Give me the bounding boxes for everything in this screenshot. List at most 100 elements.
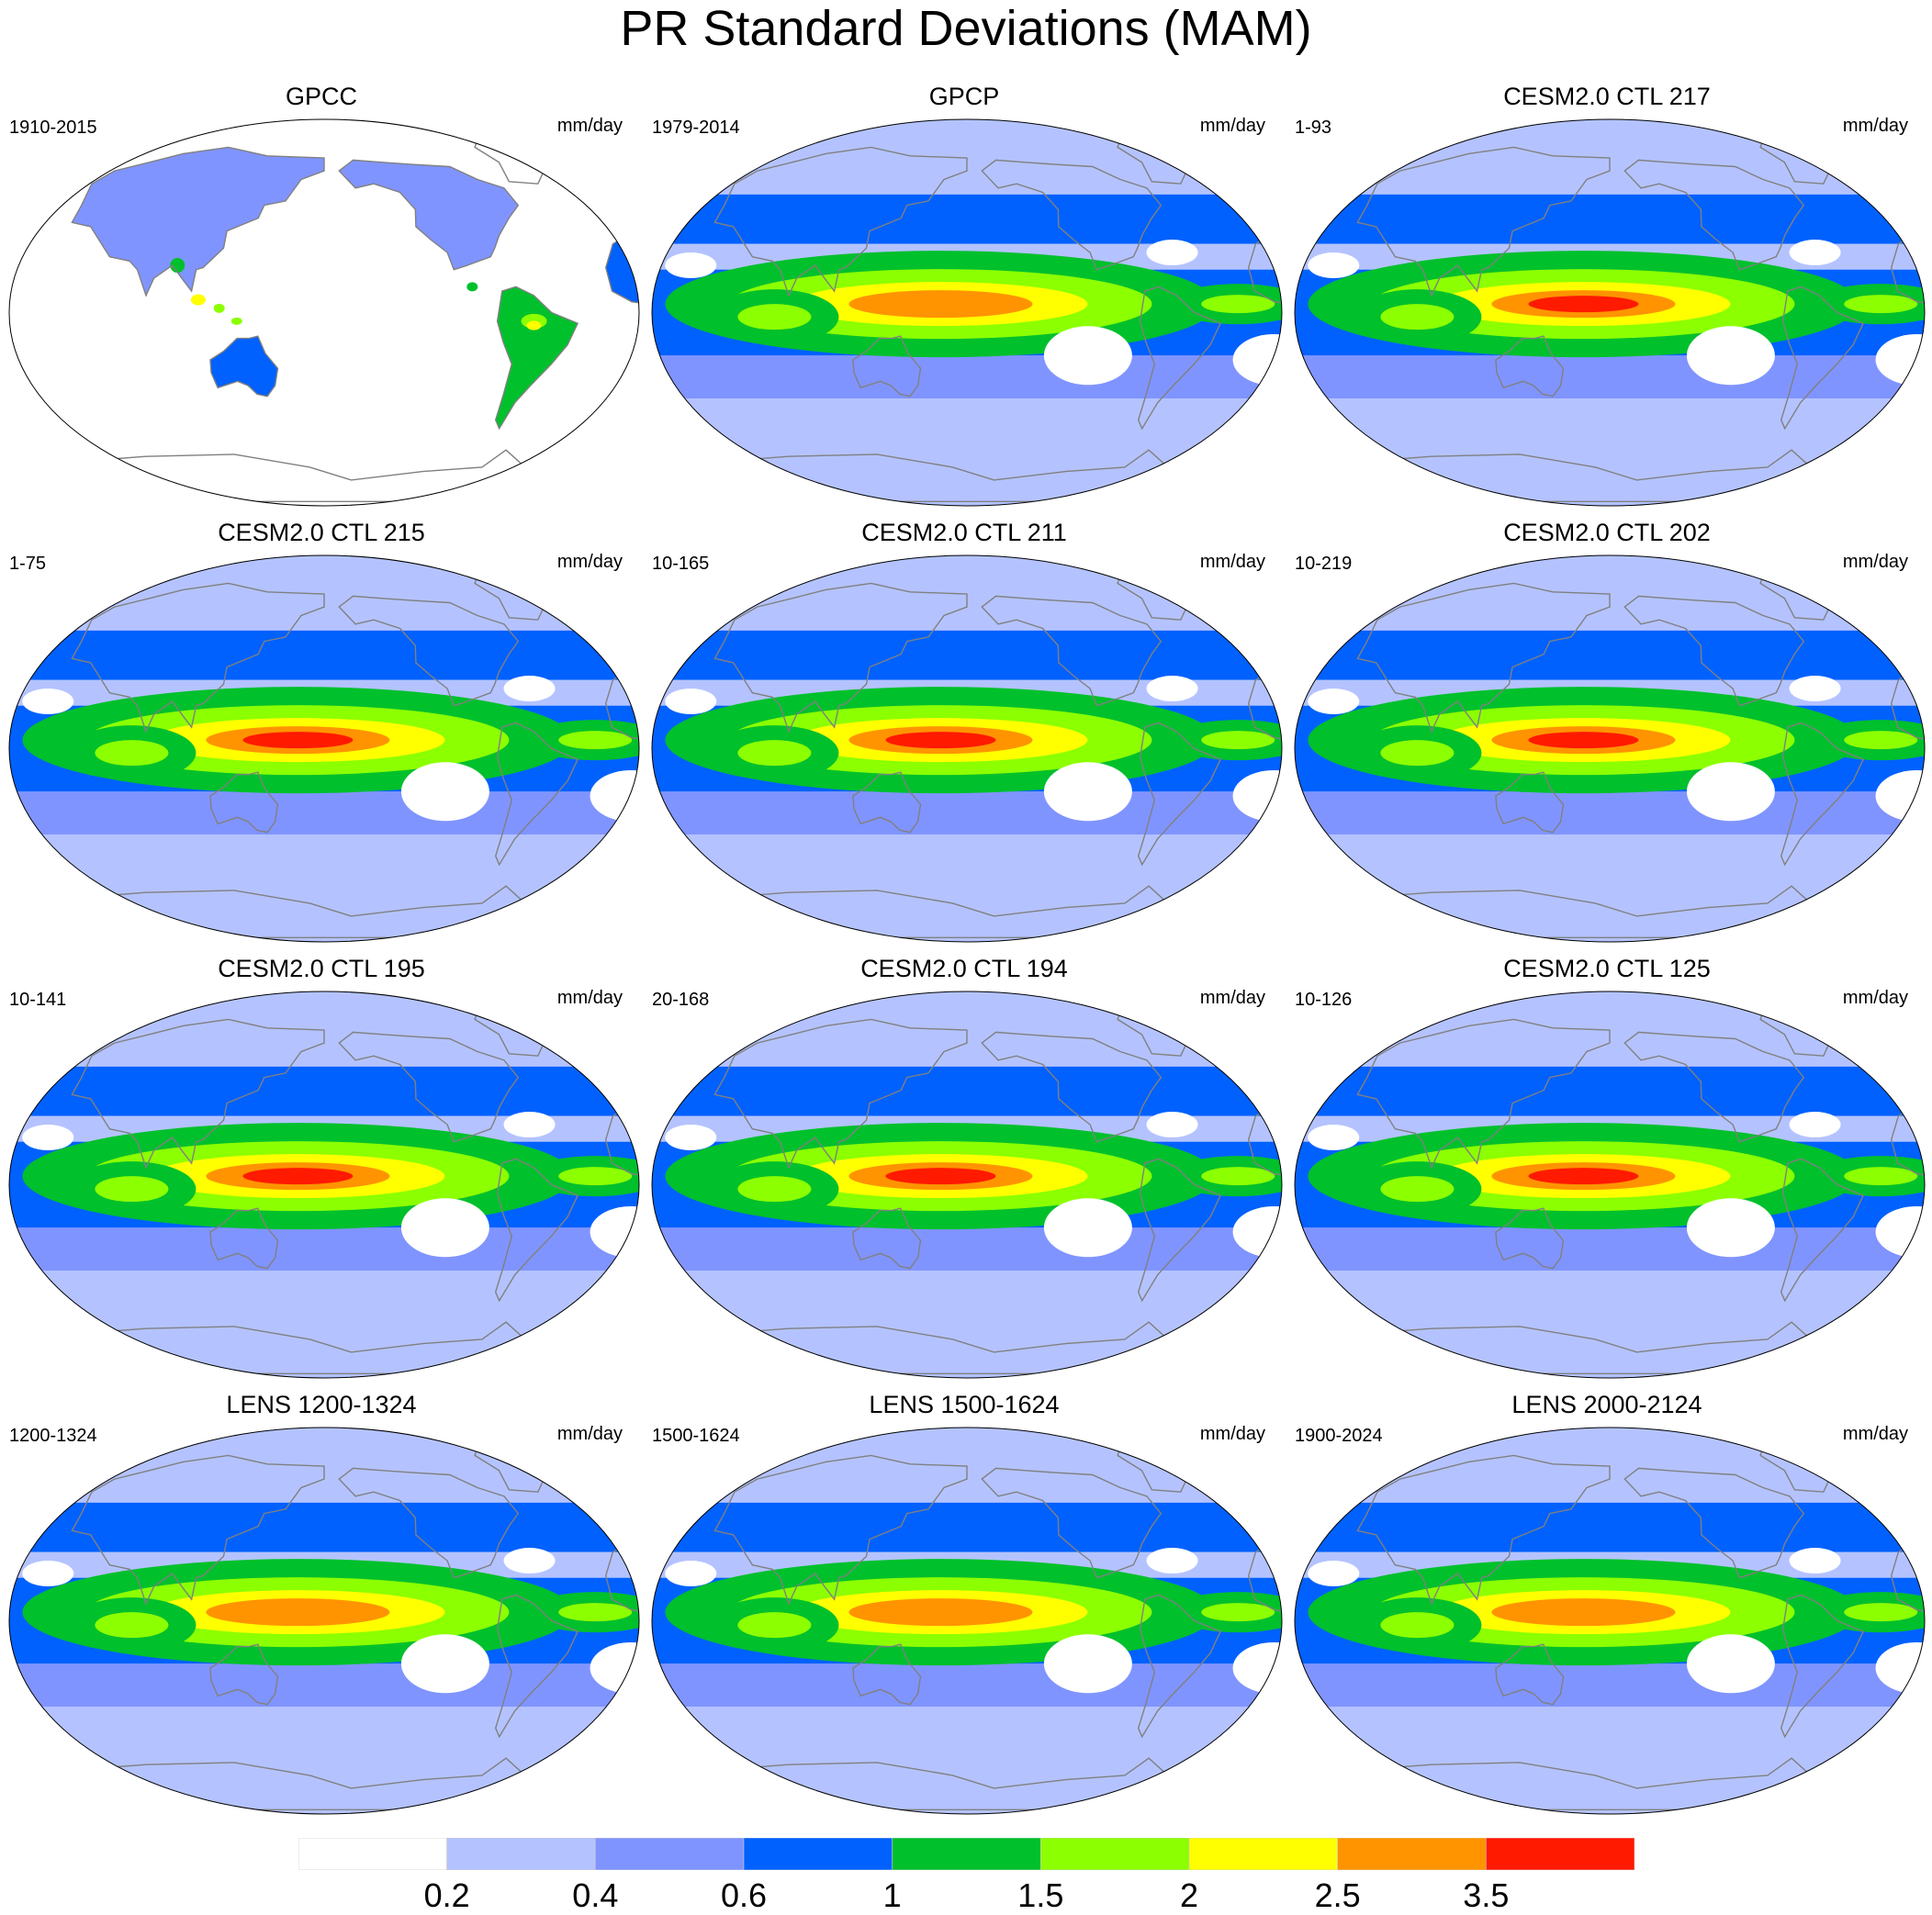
world-map — [651, 554, 1283, 943]
colorbar-box — [1337, 1838, 1487, 1870]
coastline-asia — [713, 582, 968, 734]
panel-units: mm/day — [1199, 988, 1265, 1008]
map-field — [9, 1428, 639, 1814]
map-border — [651, 118, 1283, 507]
coastline-samerica — [1780, 722, 1865, 867]
panel-units: mm/day — [1199, 552, 1265, 572]
coastline-asia — [71, 1018, 325, 1170]
coastline-asia — [1356, 582, 1611, 734]
panel-title: LENS 1200-1324 — [226, 1391, 417, 1418]
coastlines — [702, 572, 1282, 938]
world-map — [8, 554, 640, 943]
coastline-asia — [71, 146, 325, 297]
panel-period: 20-168 — [652, 990, 710, 1010]
colorbar-tick-label: 0.4 — [572, 1876, 619, 1914]
map-border — [651, 1427, 1283, 1815]
map-field — [1295, 1428, 1925, 1814]
panel-units: mm/day — [1842, 552, 1908, 572]
panel-title: CESM2.0 CTL 125 — [1503, 955, 1711, 982]
panel-units: mm/day — [1842, 116, 1908, 136]
map-field — [652, 1428, 1282, 1814]
coastline-namerica — [1623, 595, 1805, 707]
panel-units: mm/day — [556, 1424, 623, 1444]
coastline-asia — [1356, 146, 1611, 297]
panel-units: mm/day — [1842, 1424, 1908, 1444]
panel-period: 1200-1324 — [9, 1426, 97, 1446]
map-panel: LENS 1200-1324 1200-1324 mm/day — [0, 1308, 643, 1815]
map-panel: CESM2.0 CTL 211 10-165 mm/day — [643, 436, 1286, 943]
map-border — [1294, 991, 1926, 1379]
coastline-samerica — [494, 286, 579, 431]
panel-title: CESM2.0 CTL 211 — [861, 519, 1067, 546]
coastline-australia — [209, 335, 279, 398]
map-border — [8, 1427, 640, 1815]
panel-period: 1-93 — [1295, 118, 1332, 138]
colorbar-tick-label: 3.5 — [1463, 1876, 1510, 1914]
panel-title: LENS 2000-2124 — [1511, 1391, 1702, 1418]
coastline-samerica — [1780, 1158, 1865, 1303]
map-border — [1294, 1427, 1926, 1815]
colorbar-tick-label: 2.5 — [1314, 1876, 1361, 1914]
panel-period: 1-75 — [9, 554, 47, 574]
panel-title: CESM2.0 CTL 217 — [1503, 83, 1711, 110]
coastline-asia — [71, 1454, 325, 1606]
coastline-namerica — [981, 159, 1163, 271]
panel-units: mm/day — [556, 552, 623, 572]
coastline-samerica — [1137, 1594, 1222, 1739]
panel-title: CESM2.0 CTL 194 — [860, 955, 1068, 982]
panel-period: 10-165 — [652, 554, 710, 574]
coastline-australia — [1495, 335, 1565, 398]
colorbar-box — [743, 1838, 893, 1870]
colorbar-labels: 0.2 0.4 0.6 1 1.5 2 2.5 3.5 — [0, 1876, 1932, 1914]
coastline-samerica — [1137, 1158, 1222, 1303]
map-border — [8, 118, 640, 507]
map-border — [651, 991, 1283, 1379]
coastline-australia — [852, 1207, 922, 1270]
map-panel: LENS 2000-2124 1900-2024 mm/day — [1286, 1308, 1928, 1815]
map-border — [1294, 118, 1926, 507]
coastline-asia — [713, 1018, 968, 1170]
colorbar-box — [1486, 1838, 1634, 1870]
coastline-namerica — [1623, 1467, 1805, 1579]
map-field — [9, 991, 639, 1378]
panel-title: CESM2.0 CTL 215 — [218, 519, 425, 546]
coastline-samerica — [1137, 286, 1222, 431]
panel-period: 10-141 — [9, 990, 67, 1010]
land-namerica — [339, 160, 519, 270]
panel-period: 1500-1624 — [652, 1426, 740, 1446]
panel-units: mm/day — [1199, 1424, 1265, 1444]
world-map — [651, 991, 1283, 1379]
panel-title: CESM2.0 CTL 202 — [1503, 519, 1711, 546]
coastline-namerica — [1623, 159, 1805, 271]
map-field — [1295, 555, 1925, 942]
coastline-samerica — [494, 1594, 579, 1739]
colorbar — [298, 1838, 1634, 1870]
coastline-namerica — [338, 1031, 520, 1143]
panel-period: 10-219 — [1295, 554, 1353, 574]
panel-period: 1979-2014 — [652, 118, 740, 138]
panel-units: mm/day — [1199, 116, 1265, 136]
world-map — [8, 991, 640, 1379]
coastline-samerica — [1137, 722, 1222, 867]
panel-period: 1910-2015 — [9, 118, 97, 138]
colorbar-box — [892, 1838, 1041, 1870]
panel-title: GPCP — [928, 83, 1000, 110]
map-panel: CESM2.0 CTL 215 1-75 mm/day — [0, 436, 643, 943]
coastline-australia — [209, 1643, 279, 1706]
map-panel: LENS 1500-1624 1500-1624 mm/day — [643, 1308, 1286, 1815]
coastline-namerica — [338, 595, 520, 707]
coastline-australia — [1495, 771, 1565, 834]
colorbar-tick-label: 0.6 — [720, 1876, 768, 1914]
map-panel: CESM2.0 CTL 217 1-93 mm/day — [1286, 0, 1928, 507]
map-border — [651, 554, 1283, 943]
map-panel: CESM2.0 CTL 194 20-168 mm/day — [643, 872, 1286, 1379]
coastline-namerica — [981, 1467, 1163, 1579]
coastline-samerica — [494, 722, 579, 867]
map-border — [8, 554, 640, 943]
coastline-samerica — [1780, 286, 1865, 431]
coastline-namerica — [1623, 1031, 1805, 1143]
world-map — [1294, 118, 1926, 507]
coastline-australia — [852, 1643, 922, 1706]
map-panel: CESM2.0 CTL 125 10-126 mm/day — [1286, 872, 1928, 1379]
colorbar-tick-label: 0.2 — [423, 1876, 470, 1914]
